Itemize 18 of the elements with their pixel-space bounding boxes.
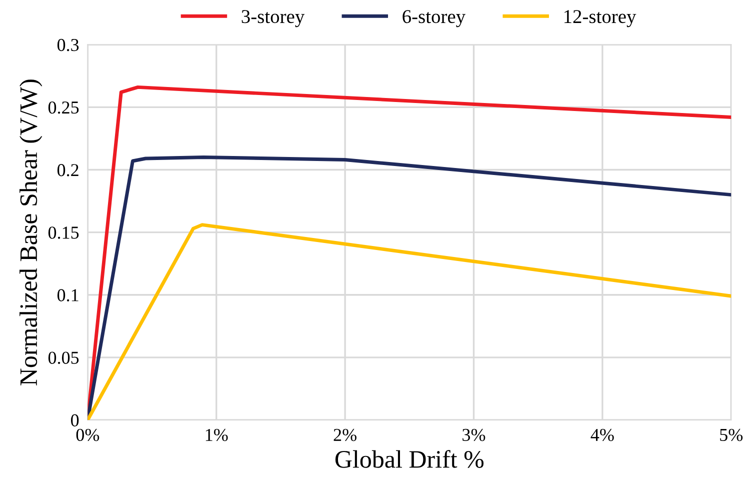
x-tick-label: 0% [76, 428, 100, 442]
y-tick-label: 0.05 [48, 352, 79, 364]
y-tick-label: 0.1 [57, 289, 78, 302]
y-tick-label: 0.15 [48, 226, 79, 239]
legend-label: 12-storey [564, 10, 636, 28]
y-tick-label: 0 [71, 414, 79, 426]
x-tick-label: 4% [590, 428, 614, 442]
y-axis-title: Normalized Base Shear (V/W) [20, 80, 42, 386]
y-tick-label: 0.3 [57, 38, 79, 52]
x-tick-label: 1% [206, 428, 228, 442]
y-tick-label: 0.25 [48, 101, 79, 114]
x-tick-label: 2% [334, 428, 356, 442]
legend-label: 6-storey [402, 10, 466, 28]
x-tick-label: 5% [720, 428, 743, 442]
legend-label: 3-storey [242, 10, 305, 28]
y-tick-label: 0.2 [57, 164, 78, 176]
x-tick-label: 3% [462, 428, 486, 442]
x-axis-title: Global Drift % [335, 450, 484, 468]
